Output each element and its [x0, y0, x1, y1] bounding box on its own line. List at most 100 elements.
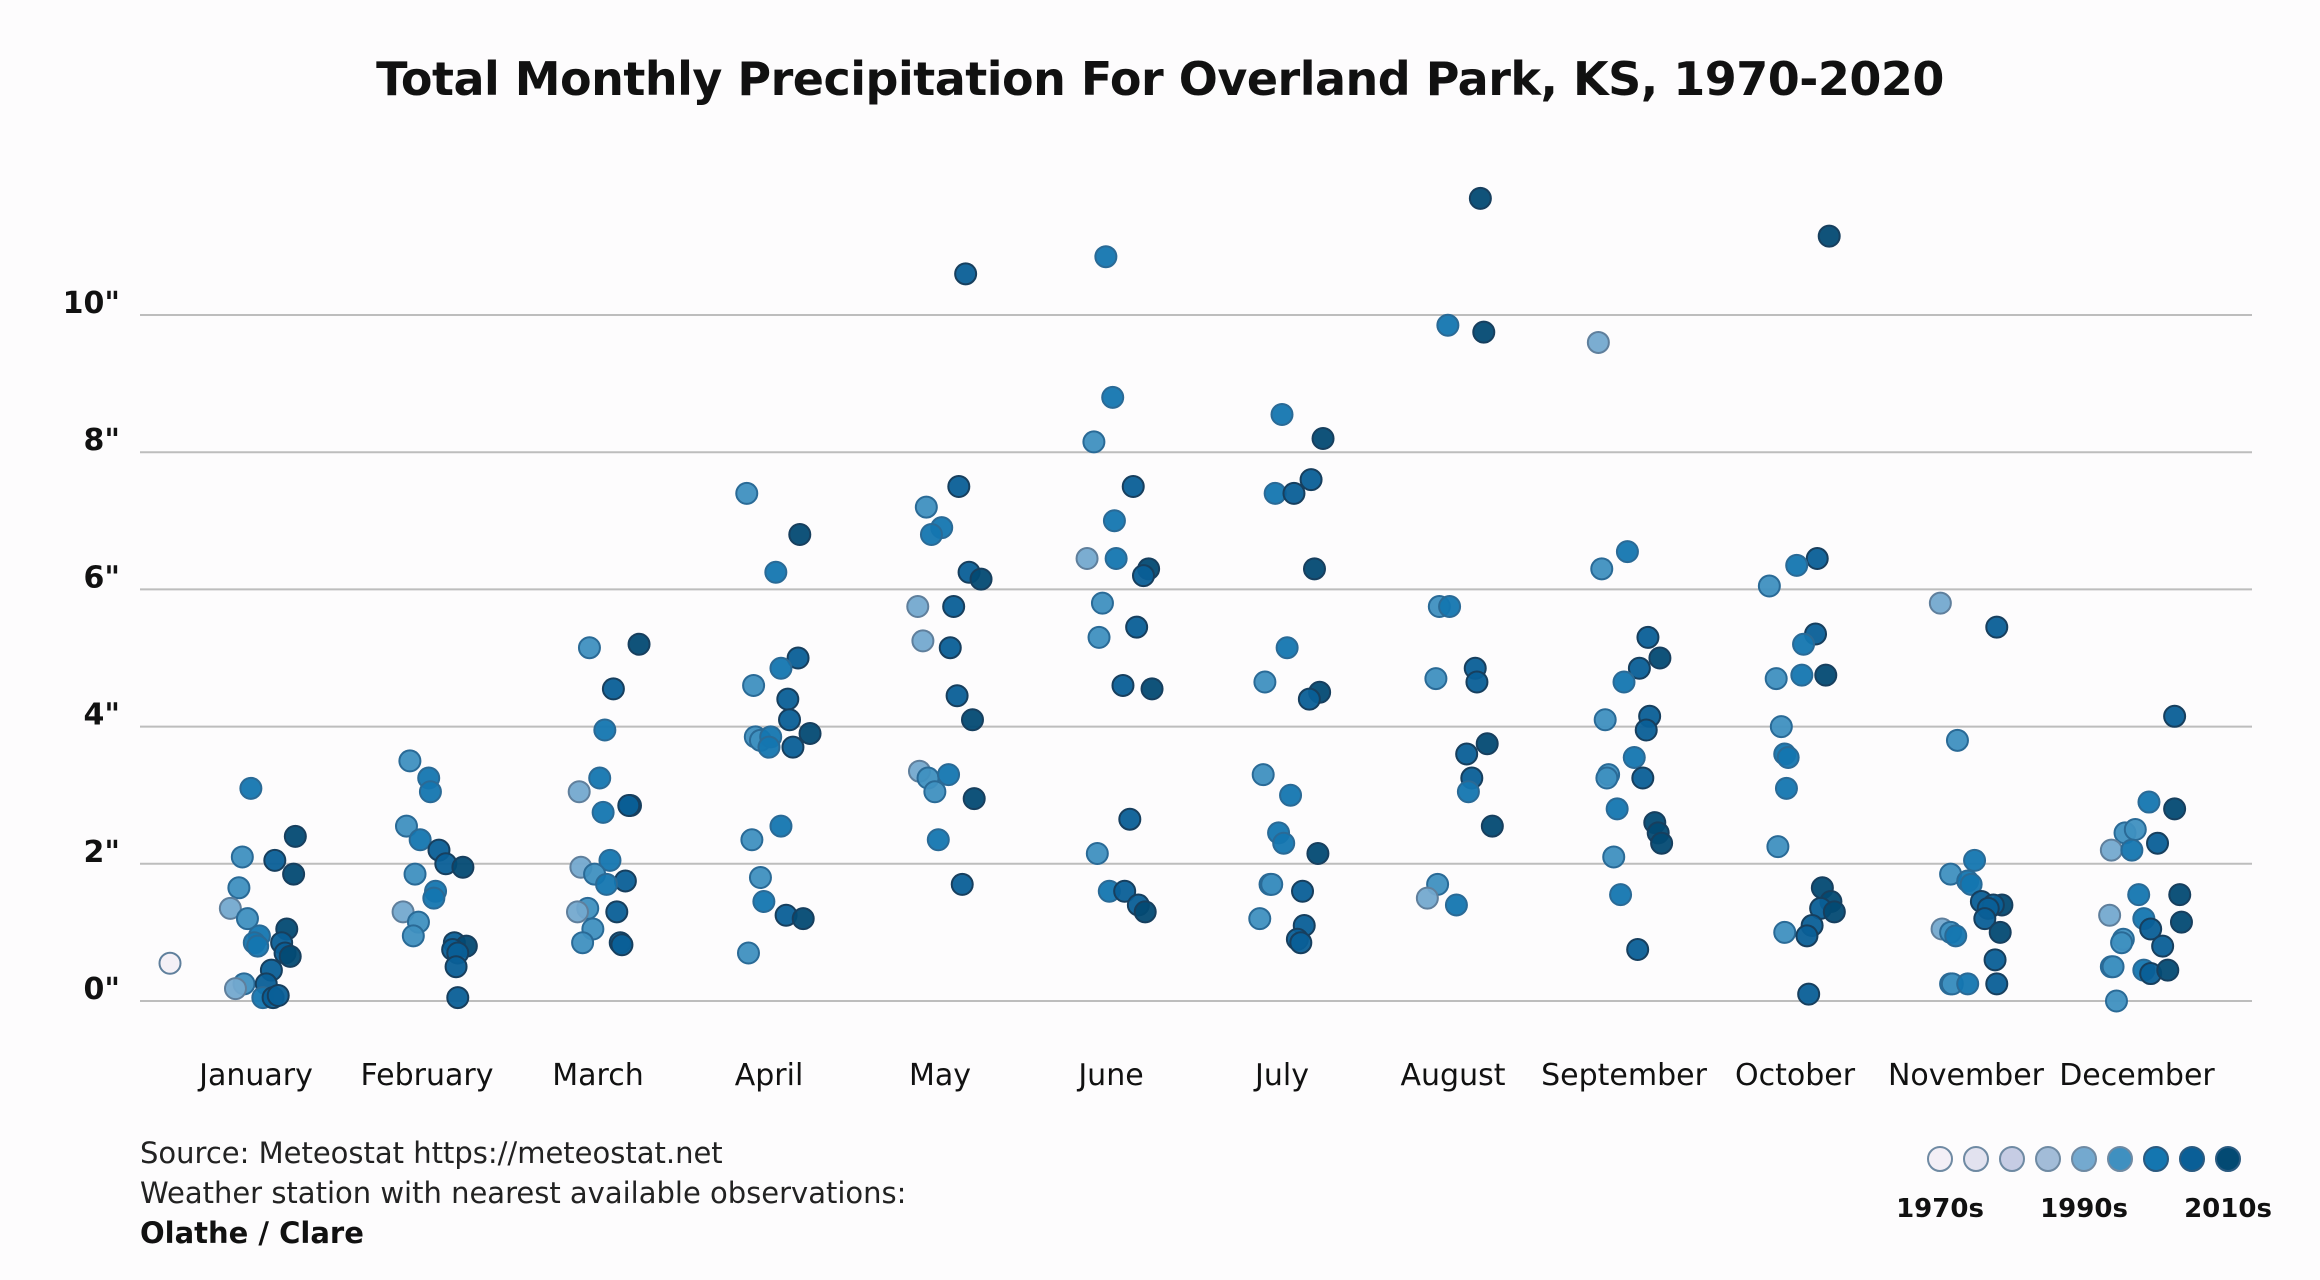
data-point	[1956, 972, 1980, 996]
data-point	[1590, 557, 1614, 581]
data-point	[1785, 553, 1809, 577]
data-point	[605, 900, 629, 924]
data-point	[1822, 900, 1846, 924]
data-point	[2146, 831, 2170, 855]
data-point	[945, 684, 969, 708]
data-point	[446, 986, 470, 1010]
data-point	[1648, 646, 1672, 670]
data-point	[2104, 989, 2128, 1013]
data-point	[263, 848, 287, 872]
data-point	[239, 776, 263, 800]
legend-swatch	[2107, 1146, 2133, 1172]
data-point	[1311, 426, 1335, 450]
data-point	[960, 708, 984, 732]
data-point	[1774, 776, 1798, 800]
data-point	[227, 876, 251, 900]
data-point	[919, 523, 943, 547]
data-point	[1455, 742, 1479, 766]
x-tick-label: September	[1541, 1058, 1707, 1093]
data-point	[1113, 879, 1137, 903]
decade-legend: 1970s 1990s 2010s	[1896, 1140, 2290, 1240]
data-point	[2169, 910, 2193, 934]
data-point	[791, 907, 815, 931]
data-point	[2127, 883, 2151, 907]
data-point	[1622, 745, 1646, 769]
data-point	[408, 828, 432, 852]
data-point	[595, 872, 619, 896]
data-point	[1438, 595, 1462, 619]
legend-label: 1970s	[1896, 1194, 1984, 1224]
data-point	[398, 749, 422, 773]
data-point	[1472, 320, 1496, 344]
data-point	[942, 595, 966, 619]
source-note: Source: Meteostat https://meteostat.net …	[140, 1133, 906, 1253]
data-point	[1988, 920, 2012, 944]
data-point	[1297, 687, 1321, 711]
data-point	[1817, 224, 1841, 248]
data-point	[278, 944, 302, 968]
data-point	[1289, 931, 1313, 955]
data-point	[266, 984, 290, 1008]
data-point	[1595, 766, 1619, 790]
data-point	[1306, 842, 1330, 866]
data-point	[2123, 818, 2147, 841]
data-point	[1094, 245, 1118, 269]
x-tick-label: August	[1401, 1058, 1506, 1093]
data-point	[1140, 677, 1164, 701]
x-tick-label: December	[2059, 1058, 2215, 1093]
data-point	[954, 262, 978, 286]
data-point	[1626, 938, 1650, 962]
source-line: Source: Meteostat https://meteostat.net	[140, 1136, 723, 1170]
legend-swatch	[2071, 1146, 2097, 1172]
legend-swatch	[2179, 1146, 2205, 1172]
data-point	[1593, 708, 1617, 732]
y-tick-label: 4"	[83, 698, 120, 733]
data-point	[1253, 670, 1277, 694]
data-point	[2163, 797, 2187, 821]
data-point	[1125, 615, 1149, 639]
data-point	[1272, 831, 1296, 855]
y-tick-label: 0"	[83, 972, 120, 1007]
data-point	[1282, 481, 1306, 505]
data-point	[923, 780, 947, 804]
data-point	[764, 560, 788, 584]
data-point	[1121, 475, 1145, 498]
data-point	[1797, 982, 1821, 1006]
legend-label: 1990s	[2040, 1194, 2128, 1224]
data-point	[1251, 763, 1275, 787]
data-point	[1090, 591, 1114, 615]
data-point	[571, 931, 595, 955]
data-point	[577, 636, 601, 660]
data-point	[158, 951, 182, 975]
data-point	[757, 735, 781, 759]
data-point	[798, 721, 822, 745]
data-point	[938, 636, 962, 660]
x-axis: January February March April May June July Augu…	[197, 1058, 2215, 1093]
legend-swatch	[2143, 1146, 2169, 1172]
data-point	[1963, 848, 1987, 872]
data-point	[2168, 883, 2192, 907]
data-point	[778, 708, 802, 732]
data-point	[1104, 547, 1128, 571]
data-point	[1291, 879, 1315, 903]
grid-lines	[140, 314, 2252, 1002]
data-point	[769, 656, 793, 680]
data-point	[1945, 728, 1969, 752]
data-point	[1424, 667, 1448, 691]
data-point	[1985, 615, 2009, 639]
data-points	[158, 186, 2193, 1013]
data-point	[1764, 667, 1788, 691]
data-point	[282, 862, 306, 886]
data-point	[1133, 900, 1157, 924]
data-point	[911, 629, 935, 653]
data-point	[2156, 958, 2180, 982]
x-tick-label: June	[1076, 1058, 1143, 1093]
data-point	[565, 900, 589, 924]
data-point	[1299, 468, 1323, 492]
data-point	[613, 869, 637, 893]
station-caption: Weather station with nearest available o…	[140, 1176, 907, 1210]
x-tick-label: March	[552, 1058, 643, 1093]
data-point	[1944, 924, 1968, 948]
legend-swatch	[2035, 1146, 2061, 1172]
